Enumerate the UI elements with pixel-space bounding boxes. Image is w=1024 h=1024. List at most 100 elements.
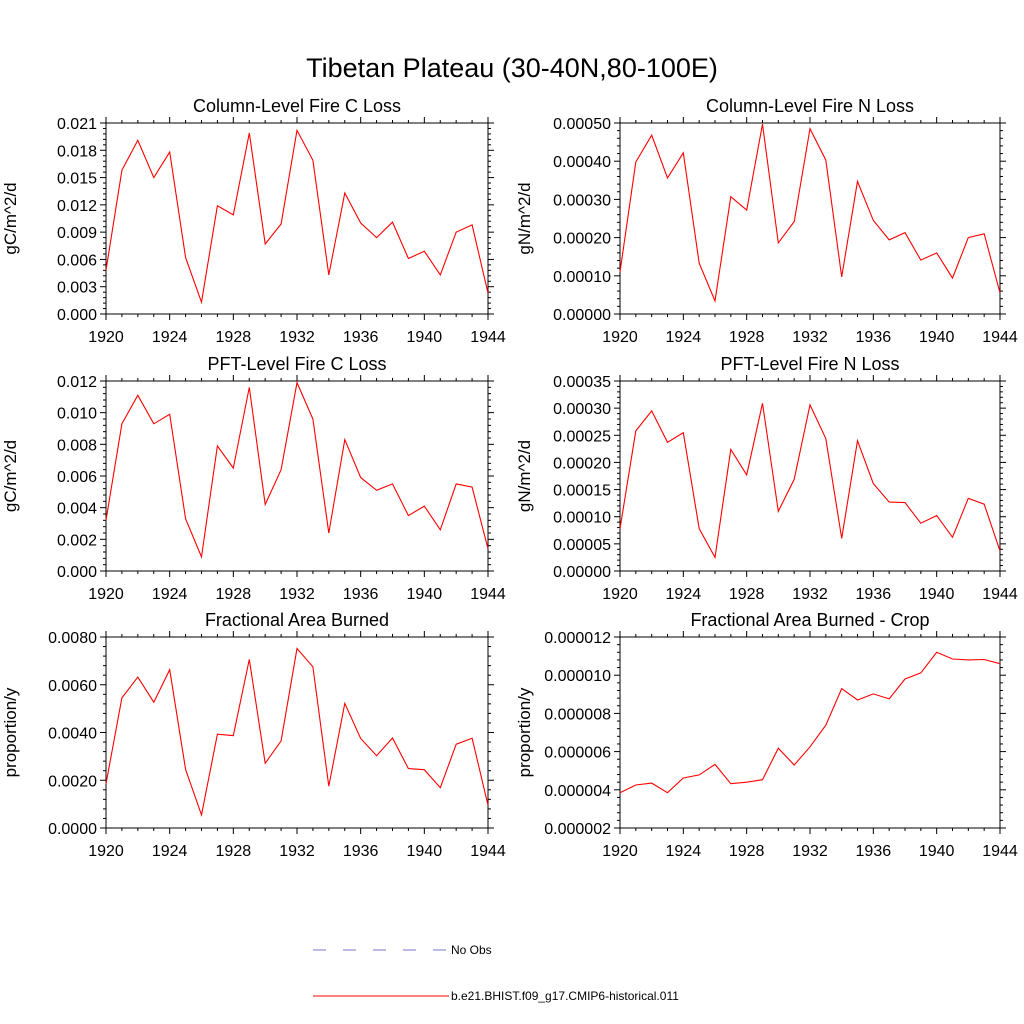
chart-panel: Column-Level Fire C Loss gC/m^2/d 1920 1924… — [1, 96, 506, 346]
panel-title: Column-Level Fire N Loss — [706, 96, 914, 116]
y-tick-label: 0.00030 — [553, 192, 611, 209]
x-tick-label: 1940 — [919, 329, 955, 346]
panel-title: PFT-Level Fire N Loss — [720, 354, 899, 374]
y-tick-label: 0.006 — [57, 252, 97, 269]
y-tick-label: 0.0060 — [48, 678, 97, 695]
y-tick-label: 0.015 — [57, 171, 97, 188]
chart-panel: Fractional Area Burned - Crop proportion/… — [515, 610, 1018, 860]
x-tick-label: 1936 — [856, 329, 892, 346]
plot-frame — [619, 380, 1001, 572]
x-tick-label: 1932 — [279, 586, 315, 603]
y-tick-label: 0.0040 — [48, 726, 97, 743]
y-tick-label: 0.00000 — [553, 307, 611, 324]
y-tick-label: 0.000008 — [544, 706, 611, 723]
x-tick-label: 1944 — [470, 329, 506, 346]
y-tick-label: 0.006 — [57, 469, 97, 486]
y-tick-label: 0.00005 — [553, 537, 611, 554]
x-tick-label: 1928 — [729, 843, 765, 860]
y-tick-label: 0.00020 — [553, 231, 611, 248]
legend: No Obs b.e21.BHIST.f09_g17.CMIP6-historic… — [313, 943, 679, 1003]
y-tick-label: 0.00020 — [553, 455, 611, 472]
x-tick-label: 1928 — [216, 586, 252, 603]
y-tick-label: 0.00030 — [553, 401, 611, 418]
x-tick-label: 1924 — [666, 586, 702, 603]
y-tick-label: 0.00010 — [553, 510, 611, 527]
x-tick-label: 1924 — [152, 586, 188, 603]
x-tick-label: 1944 — [470, 843, 506, 860]
chart-panel: Fractional Area Burned proportion/y 1920 19… — [1, 610, 506, 860]
y-tick-label: 0.000010 — [544, 668, 611, 685]
x-tick-label: 1940 — [407, 843, 443, 860]
plot-frame — [105, 380, 489, 572]
y-tick-label: 0.021 — [57, 116, 97, 133]
y-tick-label: 0.00035 — [553, 374, 611, 391]
legend-label: No Obs — [451, 943, 492, 957]
x-tick-label: 1928 — [216, 843, 252, 860]
y-tick-label: 0.000 — [57, 307, 97, 324]
x-tick-label: 1928 — [729, 586, 765, 603]
panel-title: PFT-Level Fire C Loss — [207, 354, 386, 374]
x-tick-label: 1944 — [982, 843, 1018, 860]
y-tick-label: 0.008 — [57, 437, 97, 454]
y-tick-label: 0.00040 — [553, 154, 611, 171]
panel-title: Column-Level Fire C Loss — [193, 96, 401, 116]
panel-title: Fractional Area Burned - Crop — [690, 610, 929, 630]
x-tick-label: 1924 — [666, 843, 702, 860]
y-tick-label: 0.0080 — [48, 630, 97, 647]
x-tick-label: 1932 — [792, 586, 828, 603]
series-line — [105, 647, 489, 817]
y-tick-label: 0.00000 — [553, 564, 611, 581]
plot-frame — [105, 636, 489, 829]
y-tick-label: 0.00025 — [553, 428, 611, 445]
x-tick-label: 1936 — [343, 329, 379, 346]
y-tick-label: 0.010 — [57, 406, 97, 423]
y-tick-label: 0.00050 — [553, 116, 611, 133]
x-tick-label: 1940 — [919, 843, 955, 860]
y-tick-label: 0.003 — [57, 280, 97, 297]
x-tick-label: 1936 — [856, 843, 892, 860]
y-axis-label: proportion/y — [1, 687, 20, 777]
y-tick-label: 0.0000 — [48, 821, 97, 838]
y-tick-label: 0.0020 — [48, 773, 97, 790]
chart-panel: Column-Level Fire N Loss gN/m^2/d 1920 1924… — [515, 96, 1018, 346]
plot-frame — [619, 122, 1001, 315]
y-tick-label: 0.012 — [57, 374, 97, 391]
x-tick-label: 1940 — [919, 586, 955, 603]
series-line — [619, 651, 1001, 794]
x-tick-label: 1928 — [216, 329, 252, 346]
plot-frame — [105, 122, 489, 315]
series-line — [619, 403, 1001, 560]
x-tick-label: 1920 — [602, 329, 638, 346]
y-tick-label: 0.000002 — [544, 821, 611, 838]
series-line — [105, 380, 489, 559]
y-tick-label: 0.000 — [57, 564, 97, 581]
panel-title: Fractional Area Burned — [205, 610, 389, 630]
x-tick-label: 1920 — [88, 329, 124, 346]
x-tick-label: 1944 — [982, 329, 1018, 346]
x-tick-label: 1936 — [856, 586, 892, 603]
x-tick-label: 1920 — [88, 843, 124, 860]
y-tick-label: 0.018 — [57, 143, 97, 160]
x-tick-label: 1924 — [152, 329, 188, 346]
x-tick-label: 1944 — [982, 586, 1018, 603]
x-tick-label: 1920 — [602, 586, 638, 603]
y-tick-label: 0.00010 — [553, 269, 611, 286]
x-tick-label: 1940 — [407, 329, 443, 346]
y-tick-label: 0.009 — [57, 225, 97, 242]
series-line — [105, 128, 489, 305]
y-axis-label: proportion/y — [515, 687, 534, 777]
y-tick-label: 0.000004 — [544, 783, 611, 800]
series-line — [619, 124, 1001, 304]
x-tick-label: 1944 — [470, 586, 506, 603]
x-tick-label: 1936 — [343, 586, 379, 603]
legend-label: b.e21.BHIST.f09_g17.CMIP6-historical.011 — [451, 989, 679, 1003]
y-axis-label: gC/m^2/d — [1, 440, 20, 512]
x-tick-label: 1920 — [88, 586, 124, 603]
x-tick-label: 1924 — [666, 329, 702, 346]
x-tick-label: 1920 — [602, 843, 638, 860]
y-tick-label: 0.002 — [57, 532, 97, 549]
y-tick-label: 0.000012 — [544, 630, 611, 647]
x-tick-label: 1932 — [792, 329, 828, 346]
y-tick-label: 0.012 — [57, 198, 97, 215]
